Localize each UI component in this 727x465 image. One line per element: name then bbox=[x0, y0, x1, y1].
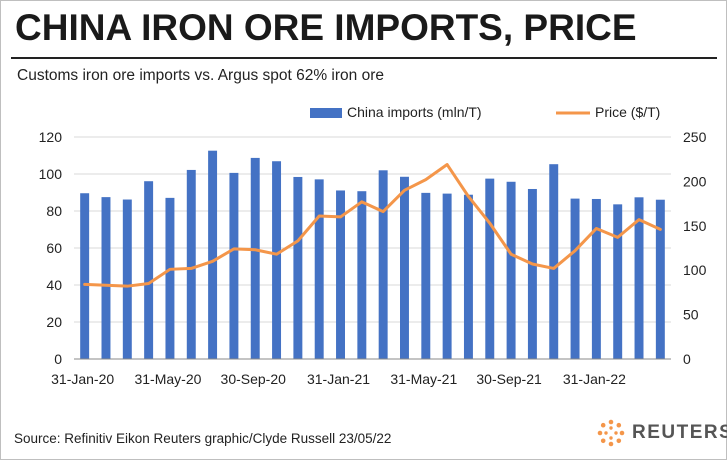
y-right-tick-label: 250 bbox=[683, 129, 707, 145]
x-tick-label: 31-Jan-21 bbox=[307, 371, 370, 387]
y-right-tick-label: 50 bbox=[683, 307, 699, 323]
y-left-tick-label: 20 bbox=[46, 314, 62, 330]
y-right-tick-label: 200 bbox=[683, 173, 707, 189]
bar-imports bbox=[229, 172, 239, 359]
bar-imports bbox=[655, 199, 665, 359]
bar-imports bbox=[293, 176, 303, 359]
bar-imports bbox=[250, 157, 260, 359]
bar-imports bbox=[314, 179, 324, 359]
reuters-logo: REUTERS bbox=[596, 418, 727, 448]
y-left-tick-label: 40 bbox=[46, 277, 62, 293]
y-right-tick-label: 0 bbox=[683, 351, 691, 367]
y-left-tick-label: 0 bbox=[54, 351, 62, 367]
legend-label-price: Price ($/T) bbox=[595, 104, 660, 120]
x-tick-label: 31-May-20 bbox=[134, 371, 201, 387]
x-tick-label: 30-Sep-20 bbox=[221, 371, 287, 387]
bar-imports bbox=[442, 193, 452, 359]
bar-imports bbox=[336, 190, 345, 359]
y-left-tick-label: 100 bbox=[39, 166, 63, 182]
bar-imports bbox=[421, 192, 431, 359]
bar-imports bbox=[634, 197, 644, 359]
bar-imports bbox=[80, 193, 90, 359]
y-right-tick-label: 100 bbox=[683, 262, 707, 278]
bar-imports bbox=[272, 161, 282, 359]
reuters-dots-icon bbox=[597, 419, 625, 447]
title-divider bbox=[11, 57, 717, 59]
bar-imports bbox=[357, 191, 367, 359]
bar-imports bbox=[463, 194, 473, 359]
price-line bbox=[83, 163, 662, 288]
y-left-tick-label: 120 bbox=[39, 129, 63, 145]
bar-imports bbox=[144, 181, 154, 359]
bar-imports bbox=[613, 204, 623, 359]
y-left-tick-label: 80 bbox=[46, 203, 62, 219]
bar-imports bbox=[506, 181, 516, 359]
bar-imports bbox=[485, 178, 495, 359]
x-tick-label: 30-Sep-21 bbox=[476, 371, 542, 387]
y-right-tick-label: 150 bbox=[683, 218, 707, 234]
legend-swatch-imports bbox=[310, 108, 342, 118]
bar-imports bbox=[378, 170, 388, 359]
bar-imports bbox=[570, 198, 580, 359]
y-left-tick-label: 60 bbox=[46, 240, 62, 256]
bar-imports bbox=[527, 188, 537, 359]
bar-imports bbox=[400, 176, 409, 359]
bar-imports bbox=[549, 164, 559, 359]
source-note: Source: Refinitiv Eikon Reuters graphic/… bbox=[14, 431, 392, 446]
bar-imports bbox=[591, 198, 601, 359]
x-tick-label: 31-Jan-20 bbox=[51, 371, 114, 387]
bar-imports bbox=[101, 197, 111, 359]
x-tick-label: 31-May-21 bbox=[390, 371, 457, 387]
x-tick-label: 31-Jan-22 bbox=[563, 371, 626, 387]
chart-title: CHINA IRON ORE IMPORTS, PRICE bbox=[15, 7, 637, 48]
bar-imports bbox=[208, 150, 218, 359]
reuters-wordmark: REUTERS bbox=[632, 422, 727, 443]
bar-imports bbox=[122, 199, 132, 359]
legend-label-imports: China imports (mln/T) bbox=[347, 104, 482, 120]
bar-imports bbox=[186, 169, 196, 359]
bar-imports bbox=[165, 197, 175, 359]
chart-subtitle: Customs iron ore imports vs. Argus spot … bbox=[17, 67, 384, 84]
